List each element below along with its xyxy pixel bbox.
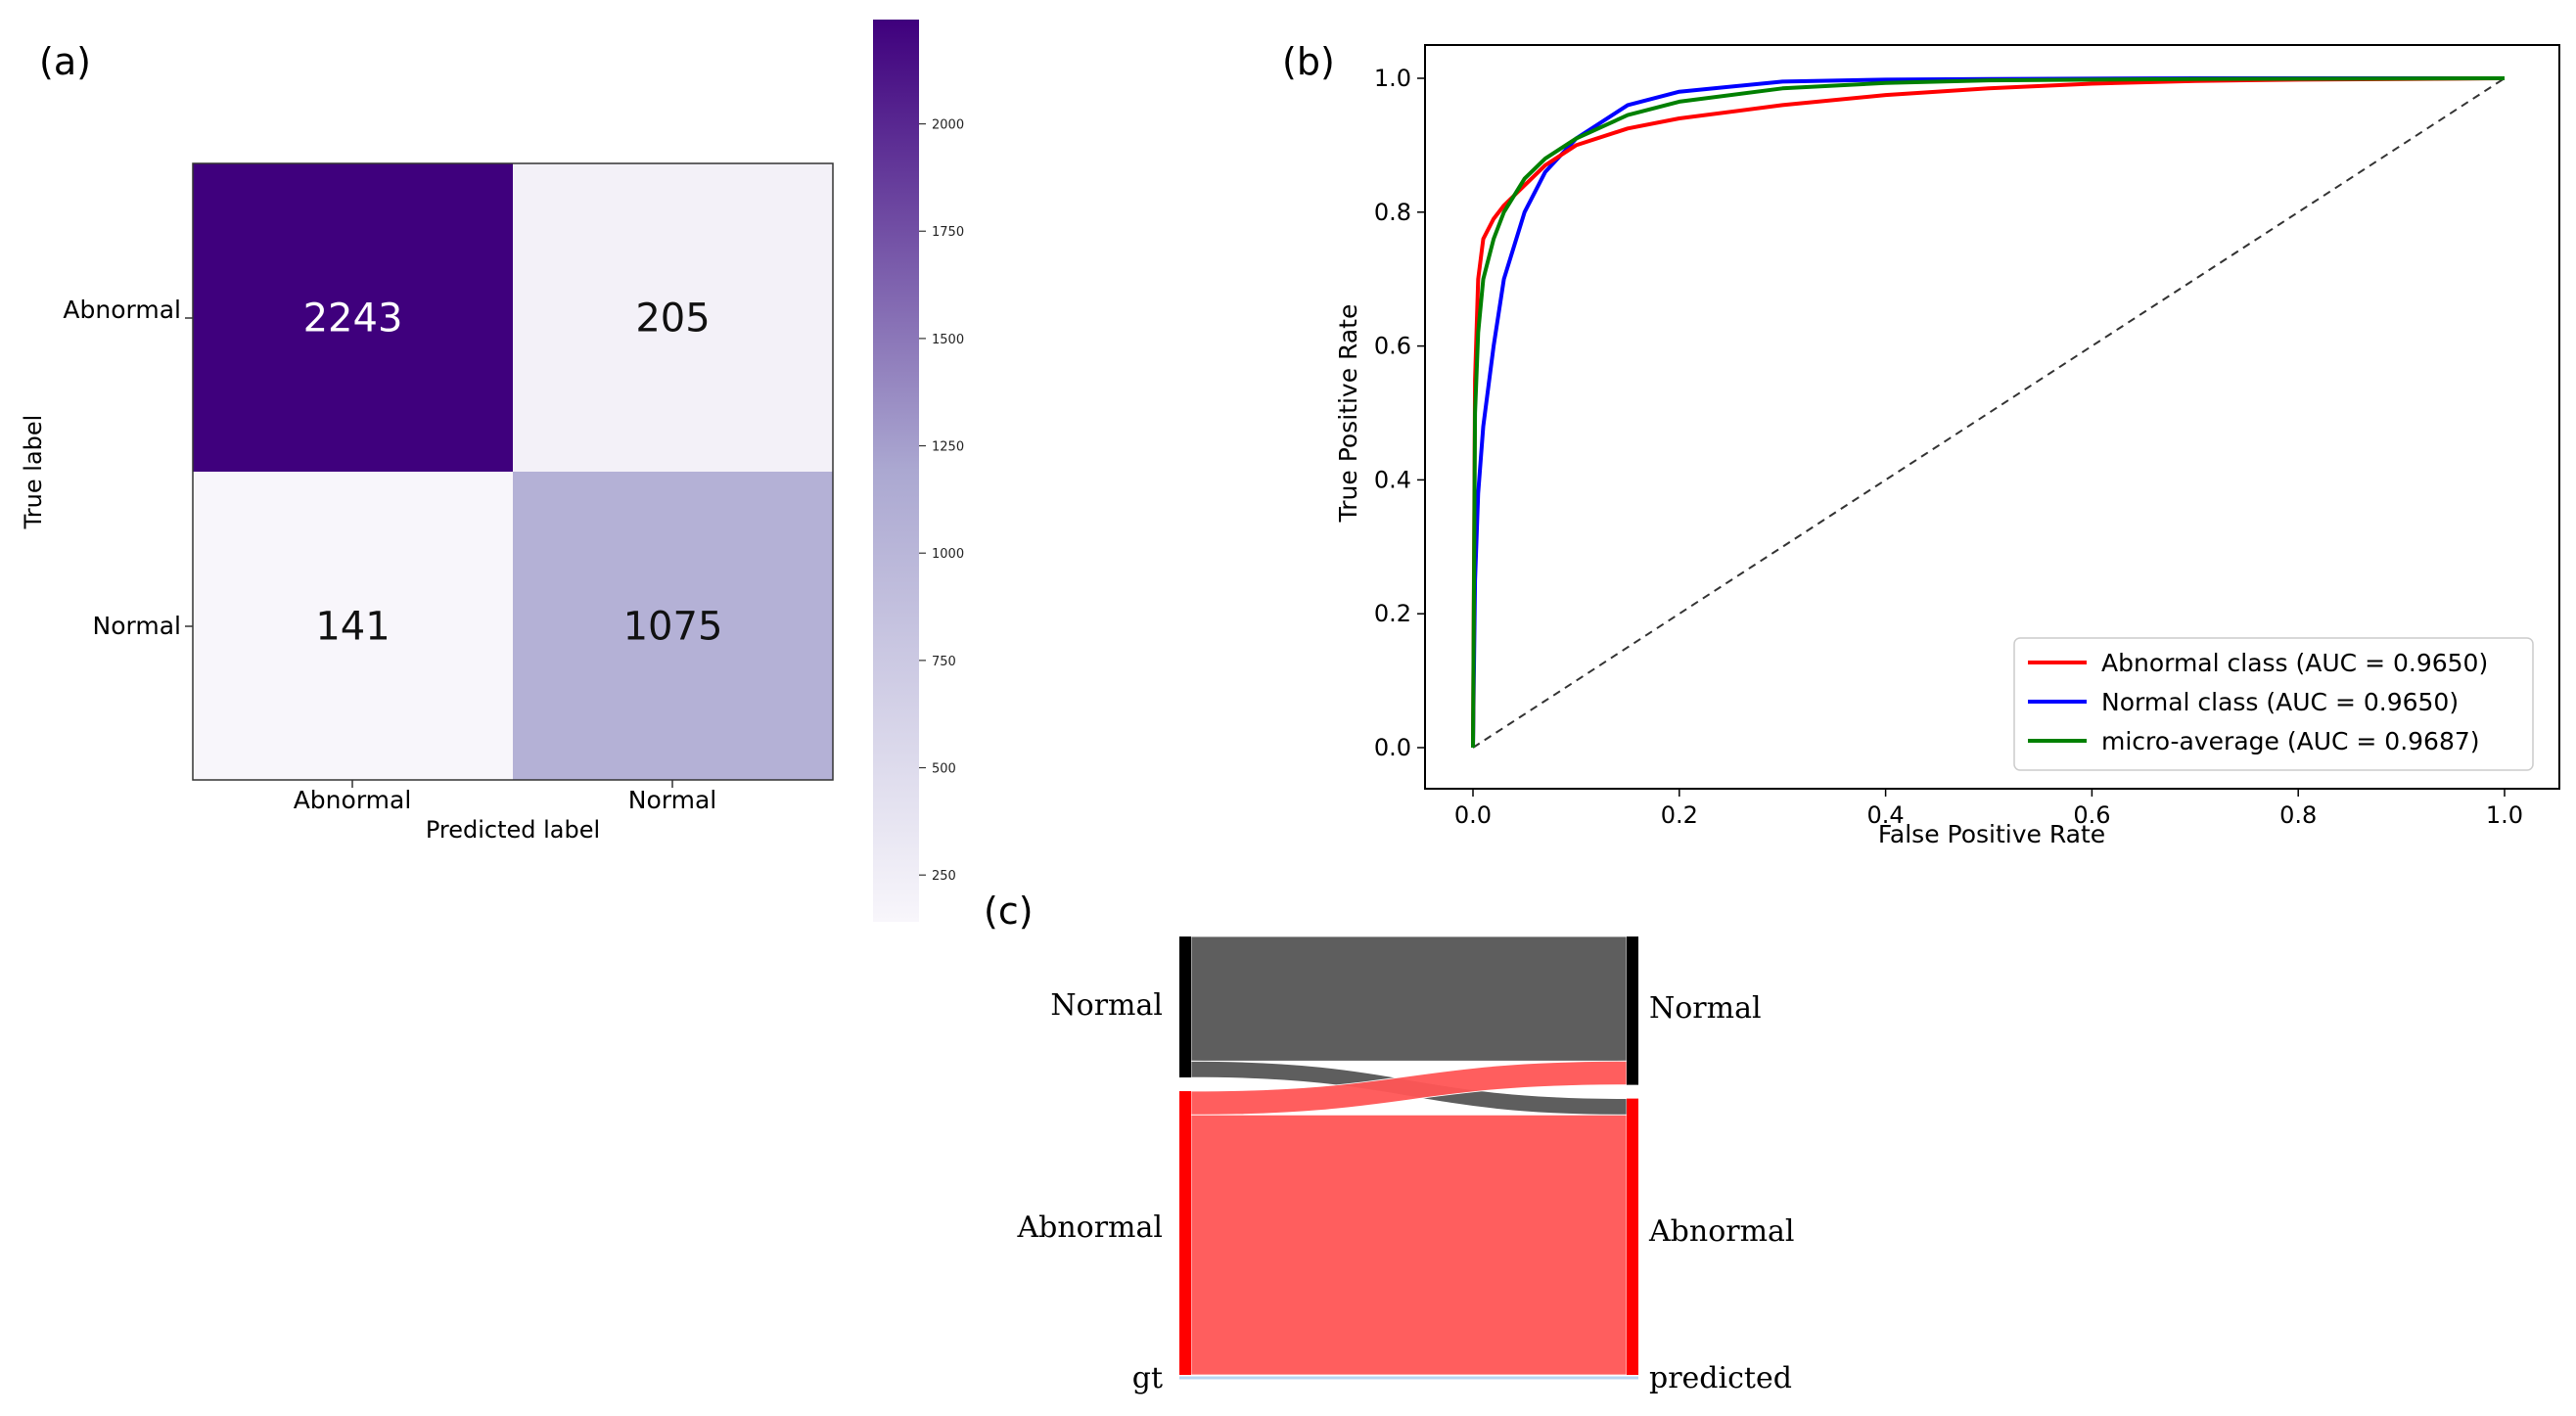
colorbar-gradient xyxy=(873,20,919,922)
colorbar-tick-label: 2000 xyxy=(932,118,964,133)
colorbar-tick-label: 1500 xyxy=(932,333,964,347)
roc-curve-2 xyxy=(1471,76,2506,749)
roc-y-tick-label: 0.2 xyxy=(1374,600,1411,627)
legend-label-abnormal: Abnormal class (AUC = 0.9650) xyxy=(2101,649,2488,677)
panel-c: (c) Normal Abnormal gt Normal Abnormal p… xyxy=(984,890,1795,1395)
sankey-flow xyxy=(1190,936,1628,1062)
colorbar-tick-label: 1250 xyxy=(932,440,964,455)
roc-y-tick-label: 0.6 xyxy=(1374,333,1411,360)
panel-a: (a) 2243 205 141 1075 Abnormal Normal Abnor… xyxy=(20,20,964,922)
sankey-left-label-normal: Normal xyxy=(1050,988,1163,1023)
legend-label-micro: micro-average (AUC = 0.9687) xyxy=(2101,727,2480,755)
colorbar-tick-label: 750 xyxy=(932,655,956,669)
cm-cell xyxy=(513,472,833,780)
cm-cell-value: 141 xyxy=(315,605,390,650)
cm-cell-value: 2243 xyxy=(303,297,403,342)
sankey-flow xyxy=(1190,1060,1628,1116)
roc-y-axis-label: True Positive Rate xyxy=(1334,304,1362,524)
roc-x-tick-label: 0.2 xyxy=(1661,801,1698,829)
row-label-abnormal: Abnormal xyxy=(63,296,181,324)
cm-cell xyxy=(513,163,833,472)
roc-x-tick-label: 0.8 xyxy=(2279,801,2317,829)
cm-cell-value: 205 xyxy=(635,297,710,342)
roc-legend: Abnormal class (AUC = 0.9650) Normal cla… xyxy=(2013,637,2534,771)
colorbar-tick-label: 1750 xyxy=(932,225,964,240)
roc-y-tick-label: 0.0 xyxy=(1374,734,1411,761)
col-label-abnormal: Abnormal xyxy=(294,786,412,814)
roc-legend-box xyxy=(2013,637,2534,771)
roc-x-tick-label: 0.4 xyxy=(1867,801,1905,829)
roc-y-tick-label: 0.4 xyxy=(1374,466,1411,493)
row-label-normal: Normal xyxy=(93,612,181,640)
panel-b: (b) 0.0 0.2 0.4 0.6 0.8 1.0 0.0 0.2 0.4 0.6 0.8 1.0… xyxy=(1282,40,2560,848)
sankey-right-label-abnormal: Abnormal xyxy=(1648,1214,1795,1249)
sankey-left-axis-label: gt xyxy=(1132,1361,1163,1395)
panel-b-tag: (b) xyxy=(1282,40,1335,83)
legend-label-normal: Normal class (AUC = 0.9650) xyxy=(2101,688,2459,716)
sankey-flow xyxy=(1190,1114,1628,1376)
colorbar-tick-label: 500 xyxy=(932,762,956,777)
roc-x-tick-label: 1.0 xyxy=(2486,801,2523,829)
y-axis-label: True label xyxy=(20,415,47,530)
roc-x-axis-label: False Positive Rate xyxy=(1878,820,2105,848)
col-label-normal: Normal xyxy=(628,786,716,814)
colorbar: 250 500 750 1000 1250 1500 1750 2000 xyxy=(873,20,964,922)
confusion-matrix-frame xyxy=(192,162,834,781)
roc-x-tick-label: 0.6 xyxy=(2073,801,2110,829)
roc-axis-ticks: 0.0 0.2 0.4 0.6 0.8 1.0 0.0 0.2 0.4 0.6 0.8 1.0 xyxy=(1374,65,2523,829)
confusion-matrix: 2243 205 141 1075 xyxy=(193,163,833,780)
sankey-right-label-normal: Normal xyxy=(1649,991,1762,1026)
panel-a-tag: (a) xyxy=(39,40,91,83)
cm-cell-value: 1075 xyxy=(623,605,723,650)
colorbar-tick-label: 1000 xyxy=(932,547,964,562)
roc-x-tick-label: 0.0 xyxy=(1454,801,1492,829)
sankey-right-axis-label: predicted xyxy=(1649,1361,1792,1395)
roc-y-tick-label: 1.0 xyxy=(1374,65,1411,92)
sankey-node-left xyxy=(1179,936,1191,1078)
sankey-node-left xyxy=(1179,1091,1191,1375)
sankey-node-right xyxy=(1627,1098,1638,1375)
roc-y-tick-label: 0.8 xyxy=(1374,199,1411,226)
sankey-diagram xyxy=(1179,936,1638,1380)
colorbar-tick-label: 250 xyxy=(932,869,956,884)
roc-curves xyxy=(1471,76,2506,749)
sankey-left-label-abnormal: Abnormal xyxy=(1016,1210,1163,1245)
cm-cell xyxy=(193,472,513,780)
panel-c-tag: (c) xyxy=(984,890,1034,933)
cm-cell xyxy=(193,163,513,472)
sankey-node-right xyxy=(1627,936,1638,1085)
colorbar-ticks: 250 500 750 1000 1250 1500 1750 2000 xyxy=(919,118,964,884)
x-axis-label: Predicted label xyxy=(426,816,600,844)
